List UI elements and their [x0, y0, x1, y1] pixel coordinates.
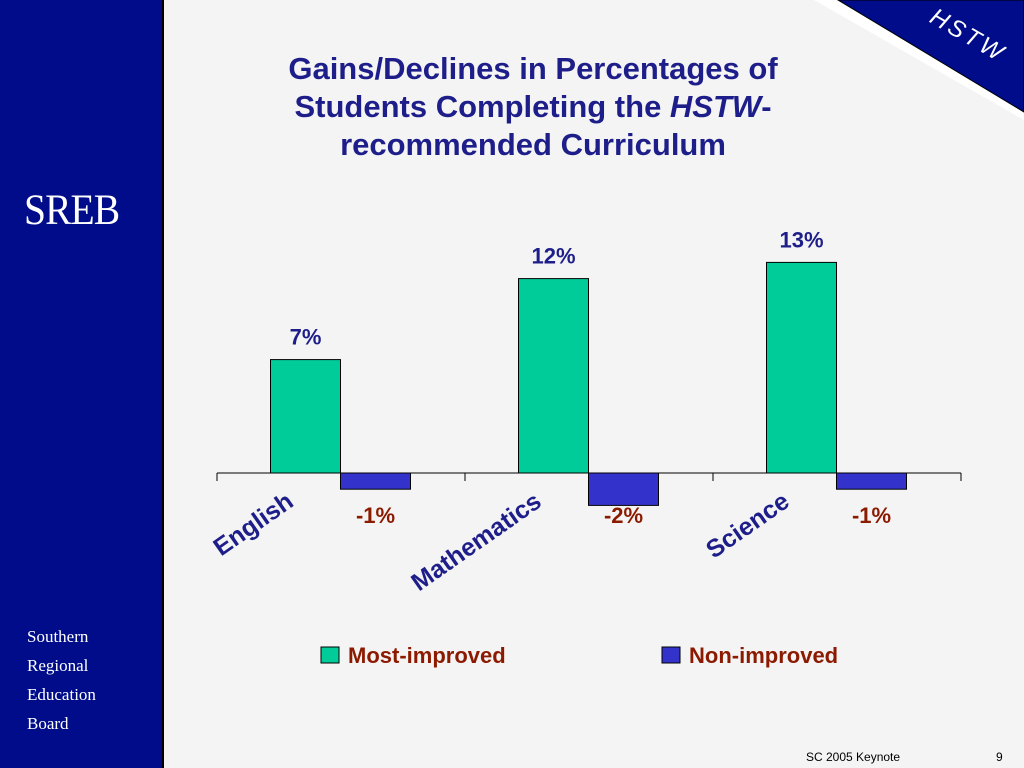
legend-label: Most-improved — [348, 643, 506, 668]
legend-swatch — [320, 646, 340, 664]
title-line-3: recommended Curriculum — [340, 127, 726, 162]
page-number: 9 — [996, 750, 1003, 764]
data-label: 12% — [531, 244, 575, 269]
org-line: Education — [27, 685, 96, 704]
org-line: Regional — [27, 656, 89, 675]
sreb-logo: SREB — [24, 187, 120, 234]
data-label: -2% — [604, 503, 643, 528]
legend-swatch — [661, 646, 681, 664]
bar-most-improved — [766, 261, 837, 474]
org-line: Southern — [27, 627, 89, 646]
data-label: -1% — [356, 503, 395, 528]
corner-triangle — [837, 0, 1024, 113]
title-line-2-end: - — [761, 89, 772, 124]
bar-chart: 7% -1% English 12% -2% Mathematics 13% -1% Scien… — [208, 227, 962, 668]
sidebar: SREB Southern Regional Education Board — [0, 0, 162, 768]
org-line: Board — [27, 714, 69, 733]
bar-non-improved — [588, 472, 659, 506]
chart-title: Gains/Declines in Percentages of Student… — [208, 50, 858, 164]
data-label: 13% — [779, 227, 823, 252]
hstw-corner-badge: HSTW — [814, 0, 1024, 120]
bar-non-improved — [836, 472, 907, 490]
bar-most-improved — [518, 278, 589, 474]
bar-non-improved — [340, 472, 411, 490]
title-line-2: Students Completing the HSTW- — [208, 88, 858, 126]
data-label: -1% — [852, 503, 891, 528]
category-label: Mathematics — [406, 487, 546, 597]
sidebar-divider — [162, 0, 164, 768]
bar-most-improved — [270, 359, 341, 474]
title-italic: HSTW — [669, 89, 762, 124]
title-line-1: Gains/Declines in Percentages of — [288, 51, 778, 86]
category-label: English — [208, 487, 298, 562]
category-label: Science — [701, 487, 795, 564]
org-name: Southern Regional Education Board — [27, 622, 96, 738]
footer-event: SC 2005 Keynote — [806, 750, 901, 764]
data-label: 7% — [290, 325, 322, 350]
legend-label: Non-improved — [689, 643, 838, 668]
title-line-2-start: Students Completing the — [294, 89, 670, 124]
